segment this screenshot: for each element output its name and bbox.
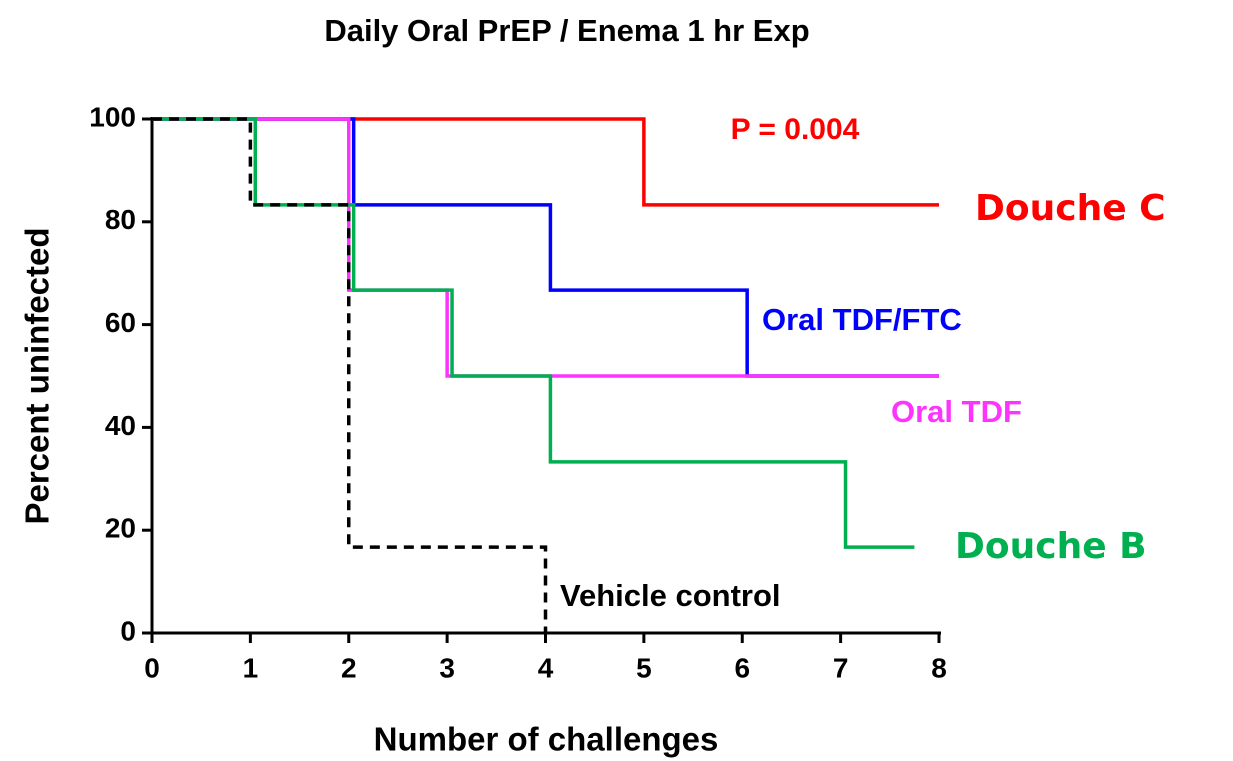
chart-title: Daily Oral PrEP / Enema 1 hr Exp [324, 13, 809, 48]
series-label: Douche C [975, 188, 1166, 229]
x-tick-label: 2 [341, 652, 357, 683]
y-tick-label: 20 [105, 513, 136, 544]
x-tick-label: 3 [439, 652, 455, 683]
annotation: P = 0.004 [731, 113, 860, 146]
x-tick-label: 8 [931, 652, 947, 683]
x-tick-label: 6 [734, 652, 750, 683]
x-tick-label: 4 [538, 652, 554, 683]
y-axis-label: Percent uninfected [19, 227, 56, 524]
y-tick-label: 80 [105, 204, 136, 235]
x-tick-label: 1 [243, 652, 259, 683]
y-tick-label: 60 [105, 307, 136, 338]
x-tick-label: 7 [833, 652, 849, 683]
series-label: Oral TDF [891, 394, 1022, 429]
step-line [152, 117, 939, 378]
step-line [152, 117, 915, 549]
y-tick-label: 100 [89, 101, 136, 132]
series-label: Douche B [955, 526, 1147, 567]
y-tick-label: 0 [120, 615, 136, 646]
series-label: Vehicle control [560, 578, 781, 613]
x-axis-label: Number of challenges [374, 721, 719, 758]
y-tick-label: 40 [105, 410, 136, 441]
series-label: Oral TDF/FTC [762, 302, 962, 337]
step-line [152, 117, 939, 207]
x-tick-label: 5 [636, 652, 652, 683]
step-line [152, 117, 548, 633]
step-line [152, 117, 939, 378]
x-tick-label: 0 [144, 652, 160, 683]
